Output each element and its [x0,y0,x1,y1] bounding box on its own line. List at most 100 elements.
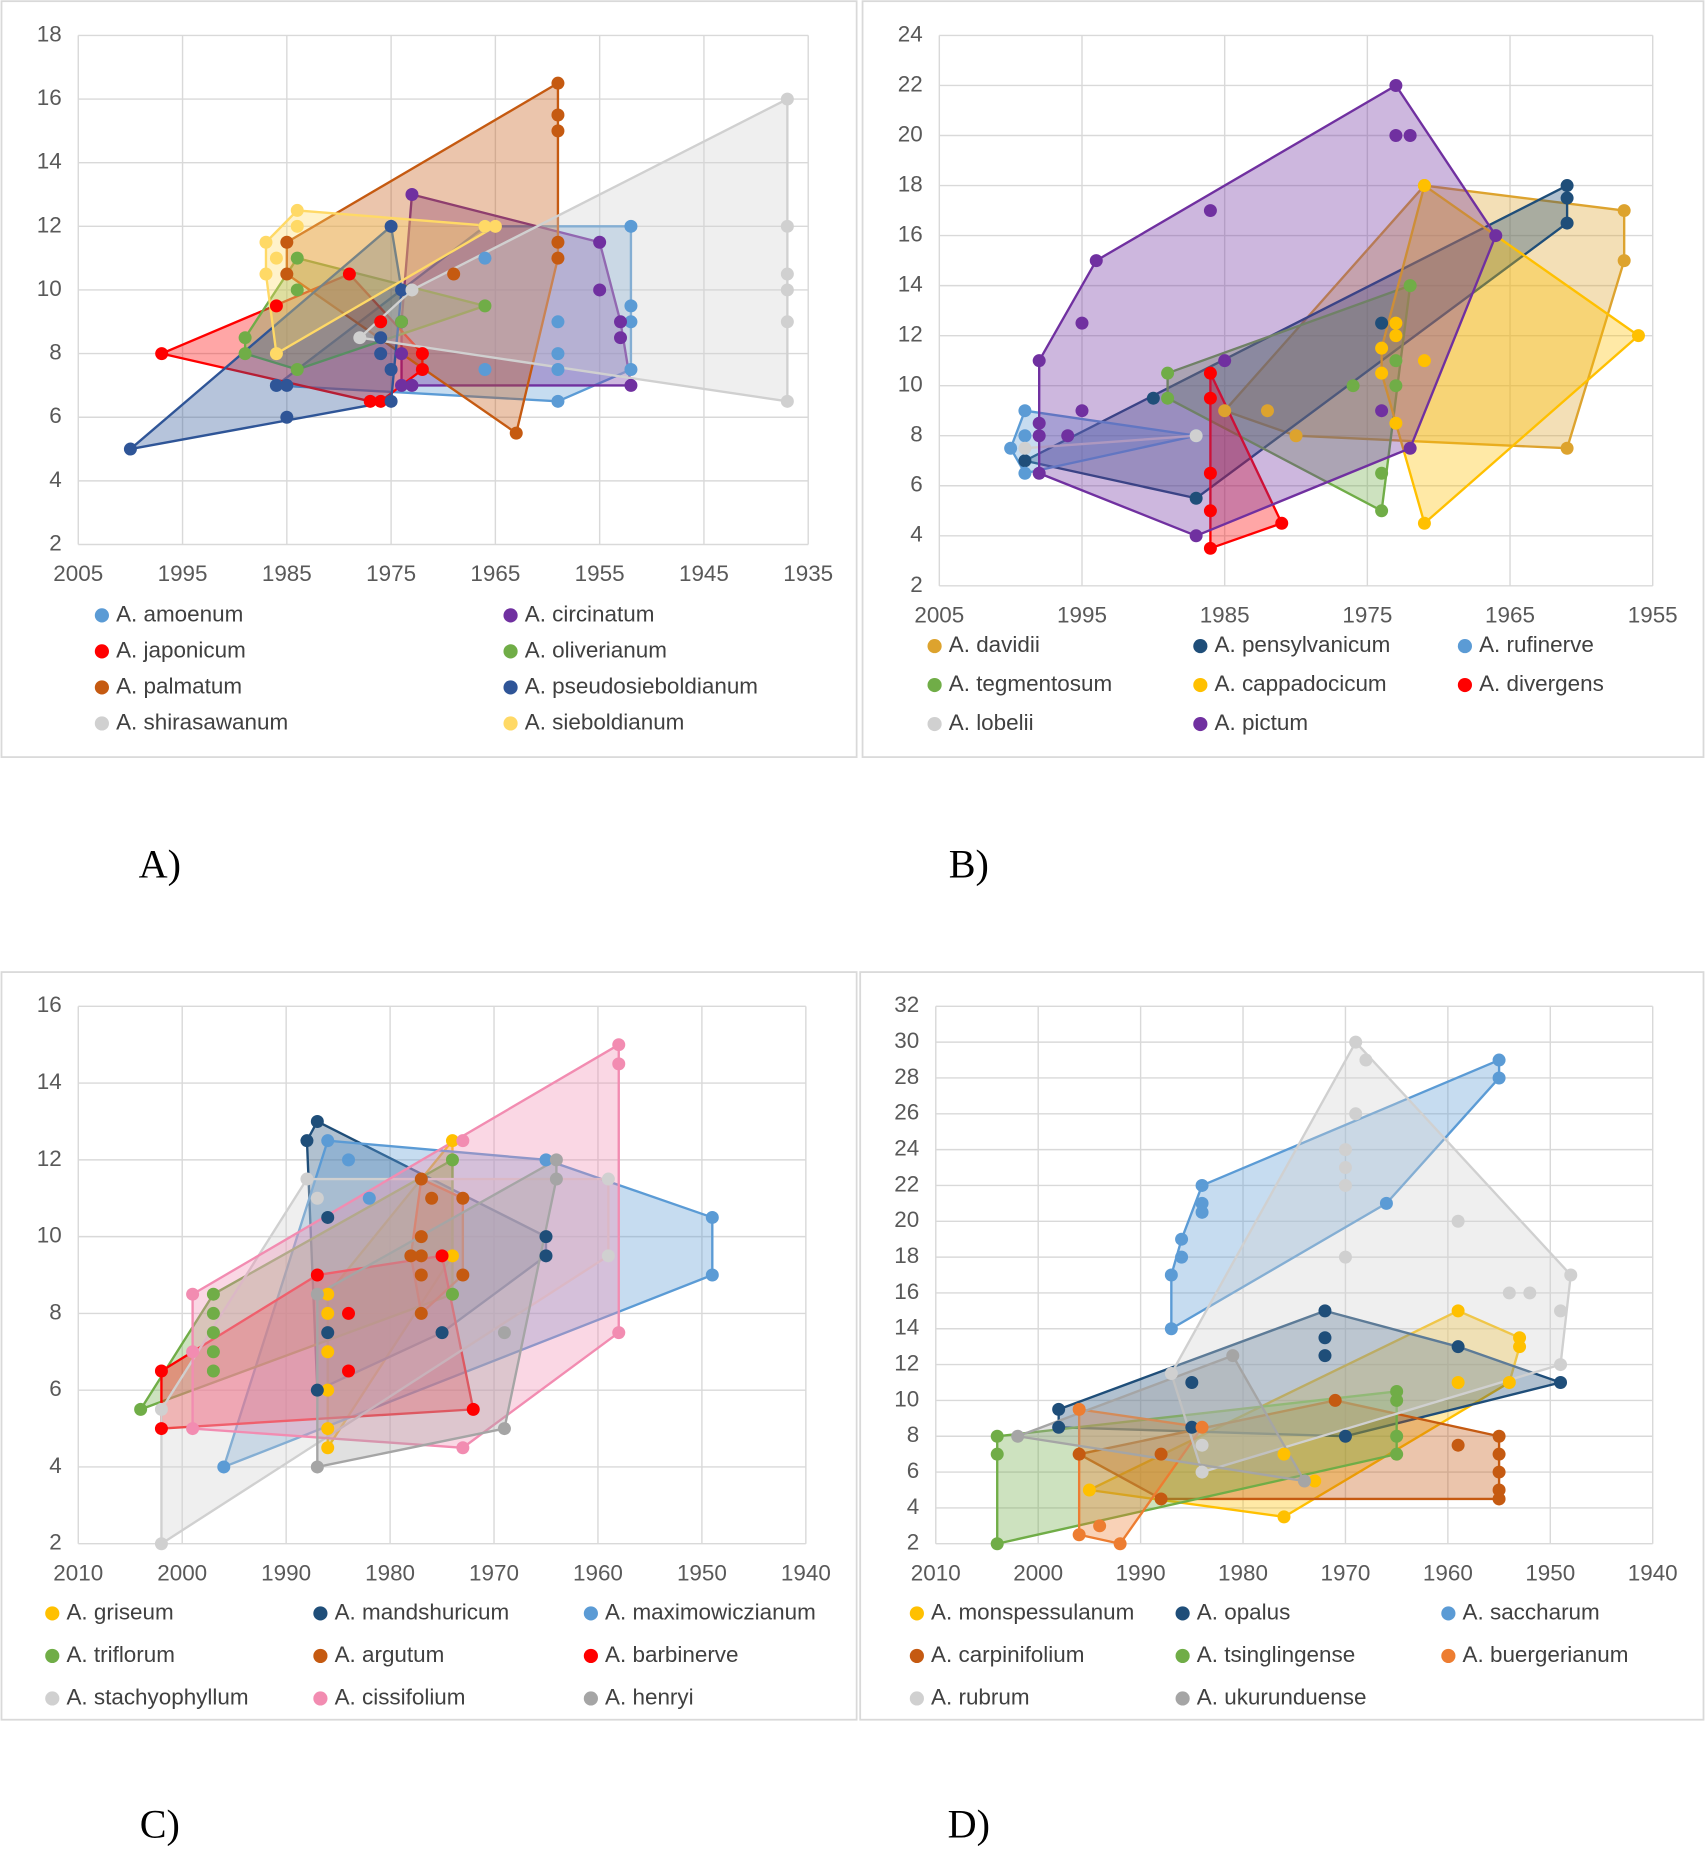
y-tick-label: 18 [898,171,923,196]
data-point [414,1306,428,1320]
y-tick-label: 2 [910,572,922,597]
panel-label: B) [949,841,989,886]
data-point [1617,254,1631,268]
data-point [1502,1376,1516,1389]
legend-marker [313,1648,328,1664]
data-point [466,1402,480,1416]
data-point [414,1230,428,1244]
data-point [310,1268,324,1282]
legend-marker [909,1606,924,1621]
data-point [780,394,794,408]
legend-label: A. rubrum [931,1684,1030,1709]
legend-marker [1193,638,1208,654]
legend-marker [1441,1648,1456,1664]
data-point [1072,1402,1086,1416]
y-tick-label: 14 [898,272,923,297]
data-point [601,1249,615,1263]
panel-frame [861,0,1705,758]
data-point [1004,441,1018,455]
data-point [1154,1492,1168,1506]
data-point [280,378,294,392]
data-point [1195,1438,1209,1452]
x-tick-label: 1940 [1628,1560,1678,1585]
data-point [1390,1393,1404,1407]
data-point [1032,354,1046,368]
data-point [186,1345,200,1359]
data-point [1089,254,1103,268]
x-tick-label: 1995 [1057,602,1107,627]
data-point [624,315,638,329]
data-point [1390,1447,1404,1461]
legend-marker [927,677,942,693]
data-point [1032,466,1046,480]
data-point [1018,466,1032,480]
legend-label: A. davidii [949,632,1040,657]
data-point [362,1191,376,1205]
data-point [435,1249,449,1263]
data-point [1161,366,1175,380]
x-tick-label: 1985 [1200,602,1250,627]
data-point [456,1268,470,1282]
legend-marker [313,1691,328,1706]
x-tick-label: 2005 [53,561,103,586]
y-tick-label: 6 [910,472,922,497]
x-tick-label: 1980 [365,1560,415,1585]
x-tick-label: 1940 [781,1560,831,1585]
data-point [478,363,492,377]
data-point [705,1268,719,1282]
data-point [1379,1196,1393,1210]
data-point [374,315,388,329]
data-point [1403,441,1417,455]
range-polygon [222,1139,714,1469]
data-point [539,1249,553,1263]
range-polygon [1038,84,1497,537]
data-point [1052,1420,1066,1434]
x-tick-label: 1995 [158,561,208,586]
y-tick-label: 6 [907,1458,919,1483]
legend-label: A. amoenum [116,601,243,626]
data-point [1318,1304,1332,1318]
data-point [624,299,638,313]
data-point [1175,1250,1189,1264]
data-point [1203,391,1217,405]
data-point [551,76,565,90]
data-point [1617,204,1631,218]
y-tick-label: 4 [910,522,922,547]
data-point [1451,1376,1465,1389]
data-point [414,1172,428,1186]
data-point [206,1306,220,1320]
panel-label: D) [948,1802,990,1847]
data-point [1560,441,1574,455]
data-point [1195,1205,1209,1219]
data-point [1011,1429,1025,1443]
x-tick-label: 2000 [1013,1560,1063,1585]
data-point [497,1422,511,1436]
x-tick-label: 1975 [1342,602,1392,627]
data-point [1075,404,1089,418]
data-point [1075,316,1089,330]
legend-label: A. pensylvanicum [1215,632,1391,657]
legend-label: A. triflorum [66,1642,174,1667]
legend-label: A. stachyophyllum [66,1684,248,1709]
data-point [1346,379,1360,393]
legend-label: A. pseudosieboldianum [525,673,758,698]
data-point [1554,1358,1568,1372]
data-point [1359,1053,1373,1067]
y-tick-label: 4 [49,1453,61,1478]
legend-label: A. circinatum [525,601,655,626]
x-tick-label: 1965 [470,561,520,586]
legend-label: A. maximowiczianum [605,1599,816,1624]
data-point [478,251,492,265]
data-point [259,267,273,281]
data-point [1513,1340,1527,1354]
data-point [1164,1268,1178,1282]
data-point [1203,504,1217,518]
legend-label: A. cissifolium [335,1684,466,1709]
data-point [1185,1420,1199,1434]
data-point [342,1306,356,1320]
data-point [1492,1071,1506,1085]
data-point [1375,366,1389,380]
data-point [321,1441,335,1455]
legend-label: A. henryi [605,1684,694,1709]
